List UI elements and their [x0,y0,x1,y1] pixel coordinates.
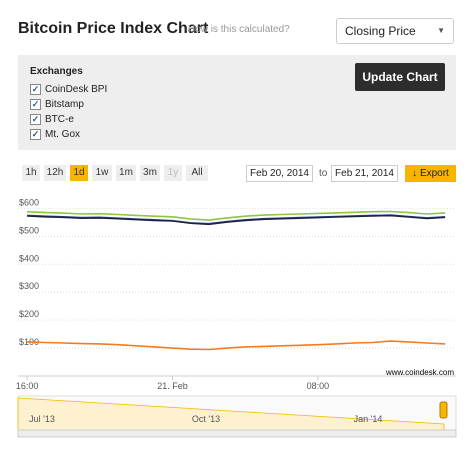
navigator-label: Jan '14 [354,414,383,424]
exchange-option[interactable]: ✓ Mt. Gox [30,129,80,140]
range-button[interactable]: 1w [92,165,112,181]
y-tick-label: $300 [19,281,39,291]
scrollbar[interactable] [17,429,457,438]
price-select[interactable]: Closing Price ▼ [336,18,454,44]
y-tick-label: $500 [19,225,39,235]
option-label: CoinDesk BPI [45,84,108,95]
range-button[interactable]: 1h [22,165,40,181]
navigator-label: Jul '13 [29,414,55,424]
series-line [27,210,446,221]
exchange-option[interactable]: ✓ Bitstamp [30,99,84,110]
option-label: BTC-e [45,114,74,125]
checkbox[interactable]: ✓ [30,99,41,110]
range-button[interactable]: 12h [44,165,66,181]
to-date[interactable]: Feb 21, 2014 [331,165,398,182]
select-value: Closing Price [345,24,416,38]
range-button[interactable]: All [186,165,208,181]
range-button[interactable]: 1d [70,165,88,181]
to-label: to [319,168,328,179]
range-button[interactable]: 1m [116,165,136,181]
export-button[interactable]: ↓ Export [405,165,456,182]
y-tick-label: $200 [19,309,39,319]
from-date[interactable]: Feb 20, 2014 [246,165,313,182]
page-title: Bitcoin Price Index Chart [18,20,209,37]
navigator-label: Oct '13 [192,414,220,424]
exchange-option[interactable]: ✓ CoinDesk BPI [30,84,107,95]
x-tick-label: 16:00 [16,381,39,391]
series-line [27,214,446,226]
range-button[interactable]: 3m [140,165,160,181]
help-link[interactable]: How is this calculated? [188,24,290,35]
y-tick-label: $400 [19,253,39,263]
exchanges-label: Exchanges [30,66,83,77]
range-button[interactable]: 1y [164,165,182,181]
checkbox[interactable]: ✓ [30,129,41,140]
x-tick-label: 08:00 [307,381,330,391]
checkbox[interactable]: ✓ [30,84,41,95]
update-button[interactable]: Update Chart [355,63,445,91]
series-line [27,340,446,351]
credit: www.coindesk.com [385,368,454,377]
y-tick-label: $600 [19,197,39,207]
export-label: Export [419,168,449,179]
option-label: Mt. Gox [45,129,81,140]
exchange-option[interactable]: ✓ BTC-e [30,114,74,125]
navigator-handle[interactable] [439,401,448,419]
checkbox[interactable]: ✓ [30,114,41,125]
x-tick-label: 21. Feb [157,381,188,391]
select-arrow: ▼ [437,26,445,35]
option-label: Bitstamp [45,99,84,110]
